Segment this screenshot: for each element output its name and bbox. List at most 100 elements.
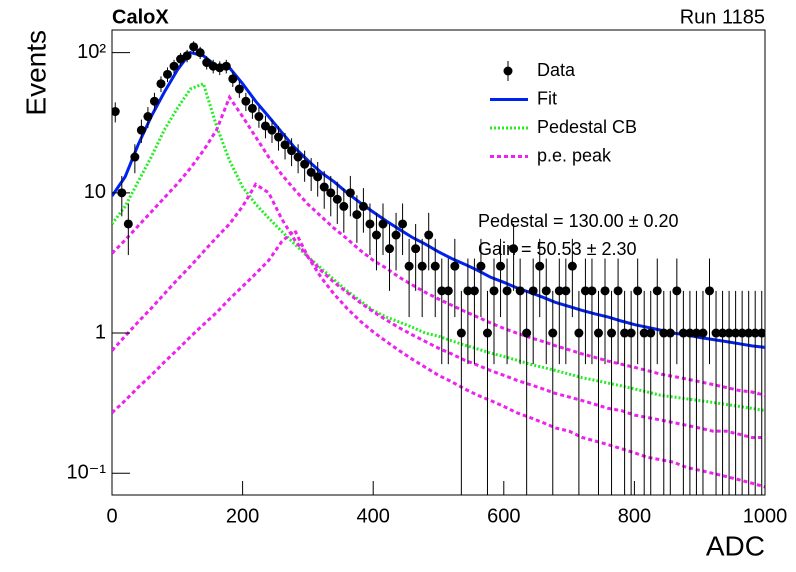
fit-curve xyxy=(112,228,765,489)
data-point xyxy=(450,261,460,271)
data-point xyxy=(541,286,551,296)
y-tick-label: 10 xyxy=(84,181,106,203)
x-tick-label: 0 xyxy=(106,505,117,527)
data-point xyxy=(398,219,408,229)
fit-annotation: Gain = 50.53 ± 2.30 xyxy=(478,239,637,259)
data-point xyxy=(385,244,395,254)
data-point xyxy=(561,286,571,296)
data-point xyxy=(633,286,643,296)
data-point xyxy=(404,261,414,271)
data-point xyxy=(574,328,584,338)
x-tick-label: 800 xyxy=(618,505,651,527)
data-point xyxy=(639,328,649,338)
data-point xyxy=(417,261,427,271)
x-axis-label: ADC xyxy=(706,530,765,561)
data-point xyxy=(600,286,610,296)
legend-label: p.e. peak xyxy=(537,145,612,165)
data-point xyxy=(112,107,120,117)
data-point xyxy=(704,286,714,296)
data-point xyxy=(234,84,244,94)
x-tick-label: 200 xyxy=(226,505,259,527)
data-point xyxy=(646,328,656,338)
data-point xyxy=(437,286,447,296)
data-point xyxy=(489,286,499,296)
y-axis-label: Events xyxy=(20,30,51,116)
data-point xyxy=(744,328,754,338)
data-point xyxy=(228,74,238,84)
chart-title: CaloX xyxy=(112,6,169,28)
data-point xyxy=(143,112,153,122)
legend-label: Data xyxy=(537,60,576,80)
data-point xyxy=(280,140,290,150)
data-point xyxy=(528,286,538,296)
data-point xyxy=(424,230,434,240)
data-point xyxy=(593,328,603,338)
y-tick-label: 1 xyxy=(95,321,106,343)
data-point xyxy=(221,61,231,71)
data-point xyxy=(659,328,669,338)
data-point xyxy=(247,103,257,113)
data-point xyxy=(567,261,577,271)
x-tick-label: 1000 xyxy=(743,505,788,527)
data-point xyxy=(672,286,682,296)
fit-annotation: Pedestal = 130.00 ± 0.20 xyxy=(478,211,679,231)
data-point xyxy=(731,328,741,338)
data-point xyxy=(580,286,590,296)
data-point xyxy=(202,58,212,68)
data-point xyxy=(496,261,506,271)
data-point xyxy=(607,328,617,338)
data-point xyxy=(358,201,368,211)
data-point xyxy=(287,146,297,156)
legend-label: Pedestal CB xyxy=(537,117,637,137)
x-tick-label: 600 xyxy=(487,505,520,527)
data-point xyxy=(430,261,440,271)
data-point xyxy=(652,286,662,296)
data-point xyxy=(189,42,199,52)
legend-marker xyxy=(503,66,513,76)
data-point xyxy=(254,112,264,122)
data-point xyxy=(319,182,329,192)
plot-area xyxy=(112,41,765,495)
legend-label: Fit xyxy=(537,88,557,108)
data-point xyxy=(554,286,564,296)
fit-curve xyxy=(112,81,765,413)
data-point xyxy=(757,328,765,338)
data-point xyxy=(300,159,310,169)
data-point xyxy=(456,328,466,338)
data-point xyxy=(482,328,492,338)
plot-frame xyxy=(111,29,766,496)
y-tick-label: 10² xyxy=(77,41,106,63)
data-point xyxy=(195,48,205,58)
fit-curve xyxy=(112,50,765,349)
data-point xyxy=(613,286,623,296)
data-point xyxy=(737,328,747,338)
data-point xyxy=(182,51,192,61)
data-point xyxy=(411,244,421,254)
data-point xyxy=(750,328,760,338)
data-point xyxy=(678,328,688,338)
data-point xyxy=(130,152,140,162)
data-point xyxy=(378,219,388,229)
data-point xyxy=(469,286,479,296)
chart-subtitle: Run 1185 xyxy=(680,6,765,28)
data-point xyxy=(371,230,381,240)
data-point xyxy=(724,328,734,338)
data-point xyxy=(267,125,277,135)
data-point xyxy=(352,210,362,220)
data-point xyxy=(698,328,708,338)
data-point xyxy=(313,172,323,182)
data-point xyxy=(620,328,630,338)
data-point xyxy=(260,121,270,131)
data-point xyxy=(502,286,512,296)
data-point xyxy=(293,152,303,162)
y-tick-label: 10⁻¹ xyxy=(67,462,107,484)
data-point xyxy=(391,230,401,240)
data-point xyxy=(169,61,179,71)
data-point xyxy=(123,219,133,229)
data-point xyxy=(306,167,316,177)
data-point xyxy=(345,188,355,198)
data-point xyxy=(463,286,473,296)
data-point xyxy=(515,286,525,296)
data-point xyxy=(326,188,336,198)
